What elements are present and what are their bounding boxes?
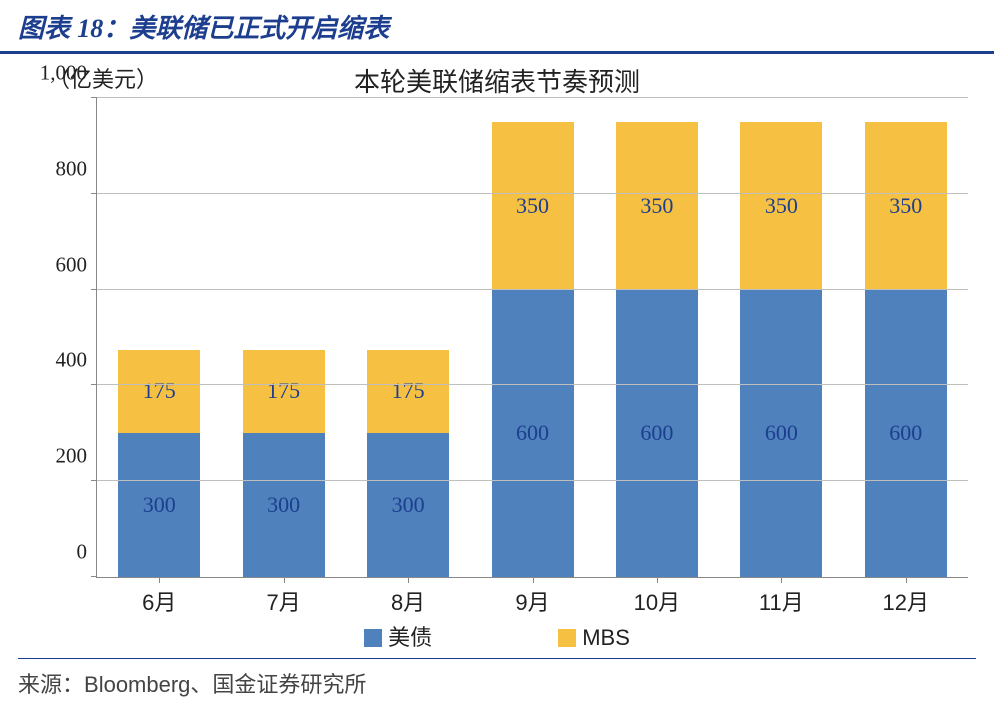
- bar-group: 11月600350: [740, 98, 822, 577]
- bar-value-label: 350: [865, 193, 947, 219]
- bar-seg-treasury: 300: [118, 433, 200, 577]
- bar-value-label: 175: [367, 378, 449, 404]
- legend-label-treasury: 美债: [388, 625, 432, 650]
- bar-value-label: 350: [492, 193, 574, 219]
- x-tick-label: 12月: [883, 585, 929, 617]
- y-tick: [91, 480, 97, 481]
- bar-group: 10月600350: [616, 98, 698, 577]
- y-tick-label: 200: [56, 444, 88, 469]
- legend-item-mbs: MBS: [558, 625, 630, 651]
- figure-prefix: 图表: [18, 13, 77, 43]
- legend-item-treasury: 美债: [364, 620, 432, 652]
- bars-container: 6月3001757月3001758月3001759月60035010月60035…: [97, 98, 968, 577]
- bar-value-label: 600: [740, 420, 822, 446]
- grid-line: [97, 97, 968, 98]
- bar-seg-treasury: 600: [616, 290, 698, 577]
- grid-line: [97, 384, 968, 385]
- source-prefix: 来源：: [18, 672, 84, 697]
- bar-value-label: 600: [865, 420, 947, 446]
- bar-value-label: 300: [243, 492, 325, 518]
- legend-swatch-mbs: [558, 629, 576, 647]
- bar-seg-mbs: 350: [740, 122, 822, 290]
- figure-header: 图表 18：美联储已正式开启缩表: [0, 0, 994, 54]
- x-tick-label: 11月: [759, 585, 804, 617]
- bar-seg-mbs: 350: [616, 122, 698, 290]
- plot-region: 6月3001757月3001758月3001759月60035010月60035…: [96, 98, 968, 578]
- x-tick: [284, 577, 285, 583]
- bar-seg-mbs: 175: [367, 350, 449, 434]
- x-tick-label: 9月: [515, 585, 549, 617]
- y-tick: [91, 193, 97, 194]
- x-tick-label: 10月: [634, 585, 680, 617]
- bar-seg-mbs: 175: [243, 350, 325, 434]
- bar-group: 12月600350: [865, 98, 947, 577]
- x-tick: [657, 577, 658, 583]
- grid-line: [97, 480, 968, 481]
- x-tick-label: 7月: [267, 585, 301, 617]
- bar-seg-treasury: 600: [865, 290, 947, 577]
- y-tick-label: 800: [56, 156, 88, 181]
- x-tick: [408, 577, 409, 583]
- bar-seg-mbs: 350: [492, 122, 574, 290]
- chart-title: 本轮美联储缩表节奏预测: [18, 62, 976, 99]
- x-tick: [906, 577, 907, 583]
- legend-swatch-treasury: [364, 629, 382, 647]
- grid-line: [97, 193, 968, 194]
- bar-seg-treasury: 600: [740, 290, 822, 577]
- x-tick-label: 6月: [142, 585, 176, 617]
- bar-value-label: 300: [367, 492, 449, 518]
- figure-number: 18: [77, 14, 103, 43]
- bar-seg-mbs: 350: [865, 122, 947, 290]
- legend-label-mbs: MBS: [582, 625, 630, 650]
- y-tick: [91, 384, 97, 385]
- figure-sep: ：: [103, 13, 129, 43]
- y-tick-label: 1,000: [40, 61, 87, 86]
- source-line: 来源：Bloomberg、国金证券研究所: [0, 659, 994, 707]
- y-tick: [91, 97, 97, 98]
- x-tick-label: 8月: [391, 585, 425, 617]
- x-tick: [533, 577, 534, 583]
- y-tick-label: 600: [56, 252, 88, 277]
- figure-title: 美联储已正式开启缩表: [129, 13, 389, 43]
- bar-seg-mbs: 175: [118, 350, 200, 434]
- legend: 美债 MBS: [0, 620, 994, 652]
- x-tick: [159, 577, 160, 583]
- bar-seg-treasury: 600: [492, 290, 574, 577]
- bar-value-label: 350: [740, 193, 822, 219]
- grid-line: [97, 289, 968, 290]
- bar-group: 8月300175: [367, 98, 449, 577]
- bar-group: 7月300175: [243, 98, 325, 577]
- chart-area: （亿美元） 本轮美联储缩表节奏预测 6月3001757月3001758月3001…: [18, 60, 976, 616]
- source-text: Bloomberg、国金证券研究所: [84, 672, 366, 697]
- bar-value-label: 300: [118, 492, 200, 518]
- y-tick: [91, 576, 97, 577]
- y-tick-label: 0: [77, 540, 88, 565]
- bar-group: 6月300175: [118, 98, 200, 577]
- bar-value-label: 175: [118, 378, 200, 404]
- bar-value-label: 350: [616, 193, 698, 219]
- y-tick-label: 400: [56, 348, 88, 373]
- bar-value-label: 600: [616, 420, 698, 446]
- bar-seg-treasury: 300: [367, 433, 449, 577]
- bar-value-label: 175: [243, 378, 325, 404]
- y-tick: [91, 289, 97, 290]
- bar-seg-treasury: 300: [243, 433, 325, 577]
- x-tick: [781, 577, 782, 583]
- bar-group: 9月600350: [492, 98, 574, 577]
- bar-value-label: 600: [492, 420, 574, 446]
